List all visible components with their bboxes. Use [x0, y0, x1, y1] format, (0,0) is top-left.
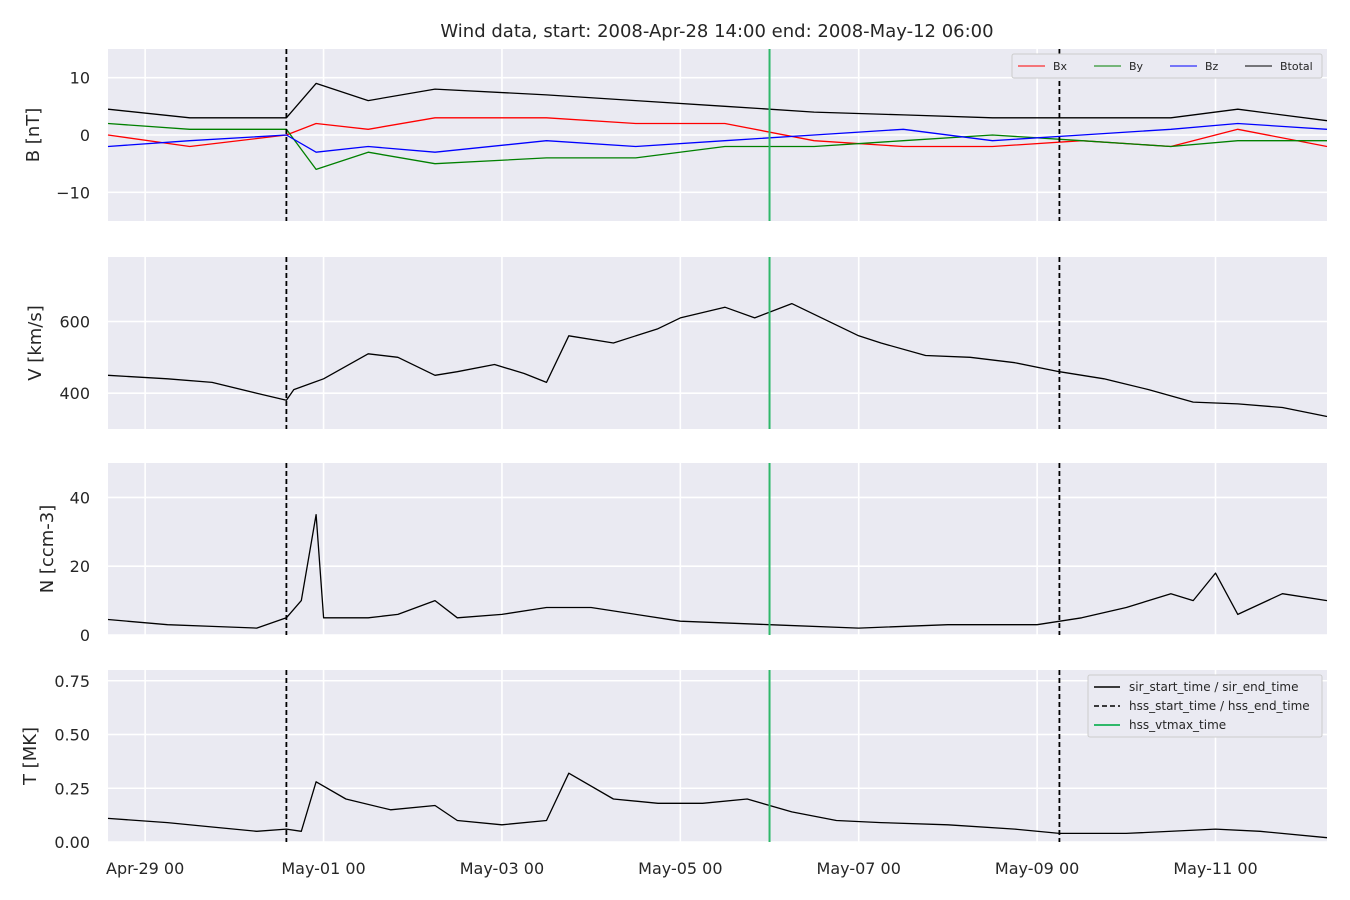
panel-t-ytick-label-2: 0.25 — [54, 779, 90, 798]
panel-n-ytick-label-2: 0 — [80, 626, 90, 645]
panel-v-grid — [108, 257, 1327, 429]
legend-bx-label: Bx — [1053, 60, 1068, 73]
panel-v: 600 400 V [km/s] — [25, 257, 1328, 429]
panel-t-ylabel: T [MK] — [20, 727, 41, 786]
panel-n: 40 20 0 N [ccm-3] — [37, 463, 1328, 645]
panel-t-ytick-label-1: 0.50 — [54, 726, 90, 745]
panel-n-ylabel: N [ccm-3] — [37, 505, 58, 594]
panel-b-series-by — [107, 122, 1327, 171]
panel-t-ytick-label-3: 0.00 — [54, 833, 90, 852]
x-tick-label-4: May-07 00 — [817, 859, 901, 878]
legend-btotal-label: Btotal — [1280, 60, 1313, 73]
legend-sir-label: sir_start_time / sir_end_time — [1129, 680, 1299, 694]
legend-bz-label: Bz — [1205, 60, 1219, 73]
legend-by-label: By — [1129, 60, 1144, 73]
panel-b-grid — [108, 49, 1327, 221]
legend-vtmax-label: hss_vtmax_time — [1129, 718, 1226, 732]
panel-v-ytick-label-0: 600 — [59, 313, 90, 332]
x-tick-label-2: May-03 00 — [460, 859, 544, 878]
panel-b-ytick-label-0: 10 — [70, 69, 90, 88]
panel-n-series-n — [107, 513, 1328, 629]
panel-t-series — [107, 772, 1328, 839]
x-tick-label-1: May-01 00 — [281, 859, 365, 878]
panel-b-legend: Bx By Bz Btotal — [1011, 53, 1323, 79]
panel-t-yticks: 0.75 0.50 0.25 0.00 — [54, 672, 90, 852]
panel-b-ytick-label-1: 0 — [80, 126, 90, 145]
panel-b-ytick-label-2: −10 — [56, 183, 90, 202]
panel-n-background — [108, 463, 1327, 635]
panel-n-grid — [108, 463, 1327, 636]
panel-v-markers — [285, 257, 1061, 429]
panel-b: 10 0 −10 B [nT] Bx By Bz Btotal — [23, 49, 1328, 221]
panel-n-markers — [285, 463, 1061, 635]
panel-t: 0.75 0.50 0.25 0.00 T [MK] sir_start_time /… — [20, 670, 1328, 852]
panel-b-series-btotal — [107, 82, 1328, 122]
panel-n-ytick-label-0: 40 — [70, 488, 90, 507]
legend-hss-label: hss_start_time / hss_end_time — [1129, 699, 1310, 713]
panel-t-series-t — [107, 772, 1328, 839]
x-tick-label-0: Apr-29 00 — [106, 859, 184, 878]
panel-b-series-bz — [107, 122, 1328, 153]
x-tick-label-6: May-11 00 — [1173, 859, 1257, 878]
x-ticks: Apr-29 00 May-01 00 May-03 00 May-05 00 May-… — [106, 859, 1258, 878]
panel-v-ylabel: V [km/s] — [25, 305, 46, 380]
panel-b-series — [107, 82, 1328, 171]
panel-n-series — [107, 513, 1328, 629]
panel-v-background — [108, 257, 1327, 429]
panel-v-yticks: 600 400 — [59, 313, 90, 404]
panel-v-series — [107, 302, 1328, 418]
chart-title: Wind data, start: 2008-Apr-28 14:00 end:… — [440, 21, 993, 42]
panel-n-yticks: 40 20 0 — [70, 488, 90, 645]
x-tick-label-5: May-09 00 — [995, 859, 1079, 878]
x-tick-label-3: May-05 00 — [638, 859, 722, 878]
panel-v-series-v — [107, 302, 1328, 418]
panel-v-ytick-label-1: 400 — [59, 384, 90, 403]
panel-n-ytick-label-1: 20 — [70, 557, 90, 576]
panel-b-ylabel: B [nT] — [23, 108, 44, 163]
panel-t-legend: sir_start_time / sir_end_time hss_start_… — [1087, 674, 1323, 738]
legend-t-box — [1087, 674, 1323, 738]
panel-b-yticks: 10 0 −10 — [56, 69, 90, 203]
panel-t-ytick-label-0: 0.75 — [54, 672, 90, 691]
panel-t-markers — [285, 670, 1061, 842]
legend-b-box — [1011, 53, 1323, 79]
